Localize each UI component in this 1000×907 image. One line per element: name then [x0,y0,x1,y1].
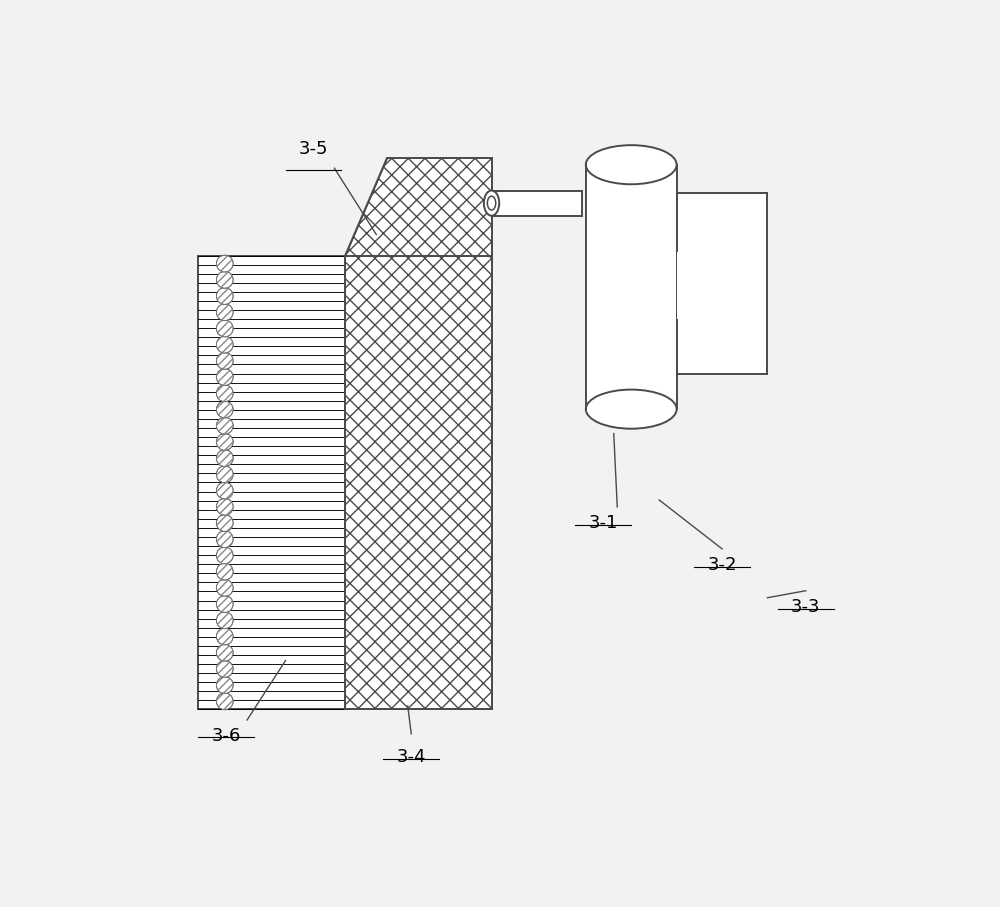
Circle shape [216,612,233,629]
Circle shape [216,401,233,418]
Text: 3-2: 3-2 [707,556,737,574]
Circle shape [216,531,233,548]
Ellipse shape [487,196,496,210]
Circle shape [216,450,233,466]
Circle shape [216,499,233,515]
Polygon shape [492,190,582,216]
Circle shape [216,369,233,385]
Circle shape [216,677,233,694]
Circle shape [216,417,233,434]
Text: 3-6: 3-6 [211,727,241,745]
Text: 3-4: 3-4 [396,748,426,766]
Circle shape [216,336,233,353]
Circle shape [216,304,233,321]
Circle shape [216,660,233,678]
Ellipse shape [484,190,499,216]
Polygon shape [198,256,422,709]
Circle shape [216,353,233,369]
Circle shape [216,466,233,483]
Circle shape [216,255,233,272]
Ellipse shape [586,390,677,429]
Circle shape [216,271,233,288]
Circle shape [216,580,233,596]
Ellipse shape [586,145,677,184]
Polygon shape [345,158,492,256]
Text: 3-1: 3-1 [589,514,618,532]
Circle shape [216,385,233,402]
Polygon shape [677,192,767,375]
Circle shape [216,288,233,305]
Circle shape [216,483,233,499]
Circle shape [216,629,233,645]
Polygon shape [345,256,492,709]
Circle shape [216,320,233,336]
Text: 3-3: 3-3 [791,598,821,616]
Circle shape [216,547,233,564]
Circle shape [216,644,233,661]
Circle shape [216,434,233,451]
Polygon shape [586,165,677,409]
Text: 3-5: 3-5 [299,140,328,158]
Circle shape [216,596,233,612]
Circle shape [216,514,233,532]
Circle shape [216,563,233,580]
Circle shape [216,693,233,710]
